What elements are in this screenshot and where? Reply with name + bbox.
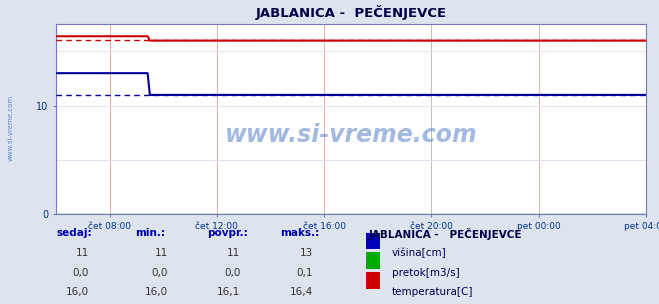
Text: 11: 11 xyxy=(155,248,168,258)
Title: JABLANICA -  PEČENJEVCE: JABLANICA - PEČENJEVCE xyxy=(255,5,447,20)
Text: 13: 13 xyxy=(300,248,313,258)
Text: višina[cm]: višina[cm] xyxy=(392,248,447,258)
Text: www.si-vreme.com: www.si-vreme.com xyxy=(8,95,14,161)
Text: min.:: min.: xyxy=(135,228,165,238)
Text: povpr.:: povpr.: xyxy=(208,228,248,238)
Text: pretok[m3/s]: pretok[m3/s] xyxy=(392,268,460,278)
Text: 11: 11 xyxy=(227,248,241,258)
Text: maks.:: maks.: xyxy=(280,228,320,238)
Text: 0,0: 0,0 xyxy=(72,268,89,278)
Text: 16,4: 16,4 xyxy=(290,287,313,297)
Text: temperatura[C]: temperatura[C] xyxy=(392,287,474,297)
Text: 0,0: 0,0 xyxy=(224,268,241,278)
Text: 11: 11 xyxy=(76,248,89,258)
Text: 0,0: 0,0 xyxy=(152,268,168,278)
Text: www.si-vreme.com: www.si-vreme.com xyxy=(225,123,477,147)
Text: JABLANICA -   PEČENJEVCE: JABLANICA - PEČENJEVCE xyxy=(369,228,523,240)
Text: 16,1: 16,1 xyxy=(217,287,241,297)
Text: 0,1: 0,1 xyxy=(297,268,313,278)
Text: sedaj:: sedaj: xyxy=(56,228,92,238)
Text: 16,0: 16,0 xyxy=(66,287,89,297)
Text: 16,0: 16,0 xyxy=(145,287,168,297)
